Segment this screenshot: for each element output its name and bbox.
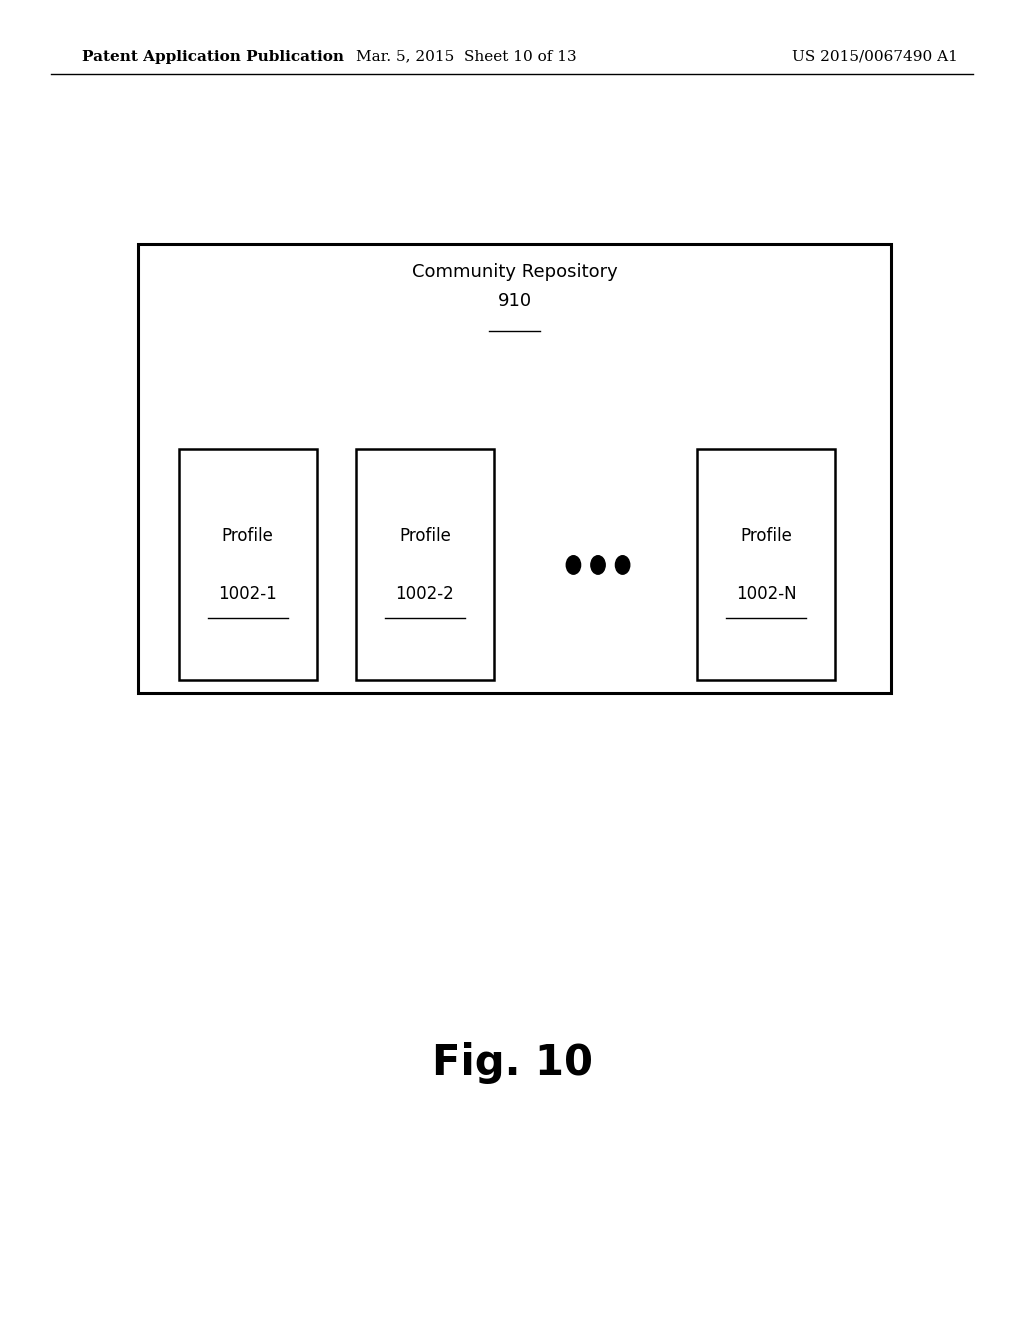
- Bar: [138, 244, 891, 693]
- Text: Community Repository: Community Repository: [412, 263, 617, 281]
- Circle shape: [591, 556, 605, 574]
- Bar: [178, 449, 317, 681]
- Text: Mar. 5, 2015  Sheet 10 of 13: Mar. 5, 2015 Sheet 10 of 13: [355, 50, 577, 63]
- Text: Fig. 10: Fig. 10: [431, 1041, 593, 1084]
- Text: 1002-1: 1002-1: [218, 585, 278, 603]
- Bar: [356, 449, 494, 681]
- Circle shape: [615, 556, 630, 574]
- Text: 910: 910: [498, 292, 531, 310]
- Bar: [696, 449, 836, 681]
- Text: 1002-2: 1002-2: [395, 585, 455, 603]
- Text: 1002-N: 1002-N: [735, 585, 797, 603]
- Text: Patent Application Publication: Patent Application Publication: [82, 50, 344, 63]
- Text: Profile: Profile: [399, 527, 451, 545]
- Text: Profile: Profile: [222, 527, 273, 545]
- Circle shape: [566, 556, 581, 574]
- Text: US 2015/0067490 A1: US 2015/0067490 A1: [792, 50, 957, 63]
- Text: Profile: Profile: [740, 527, 792, 545]
